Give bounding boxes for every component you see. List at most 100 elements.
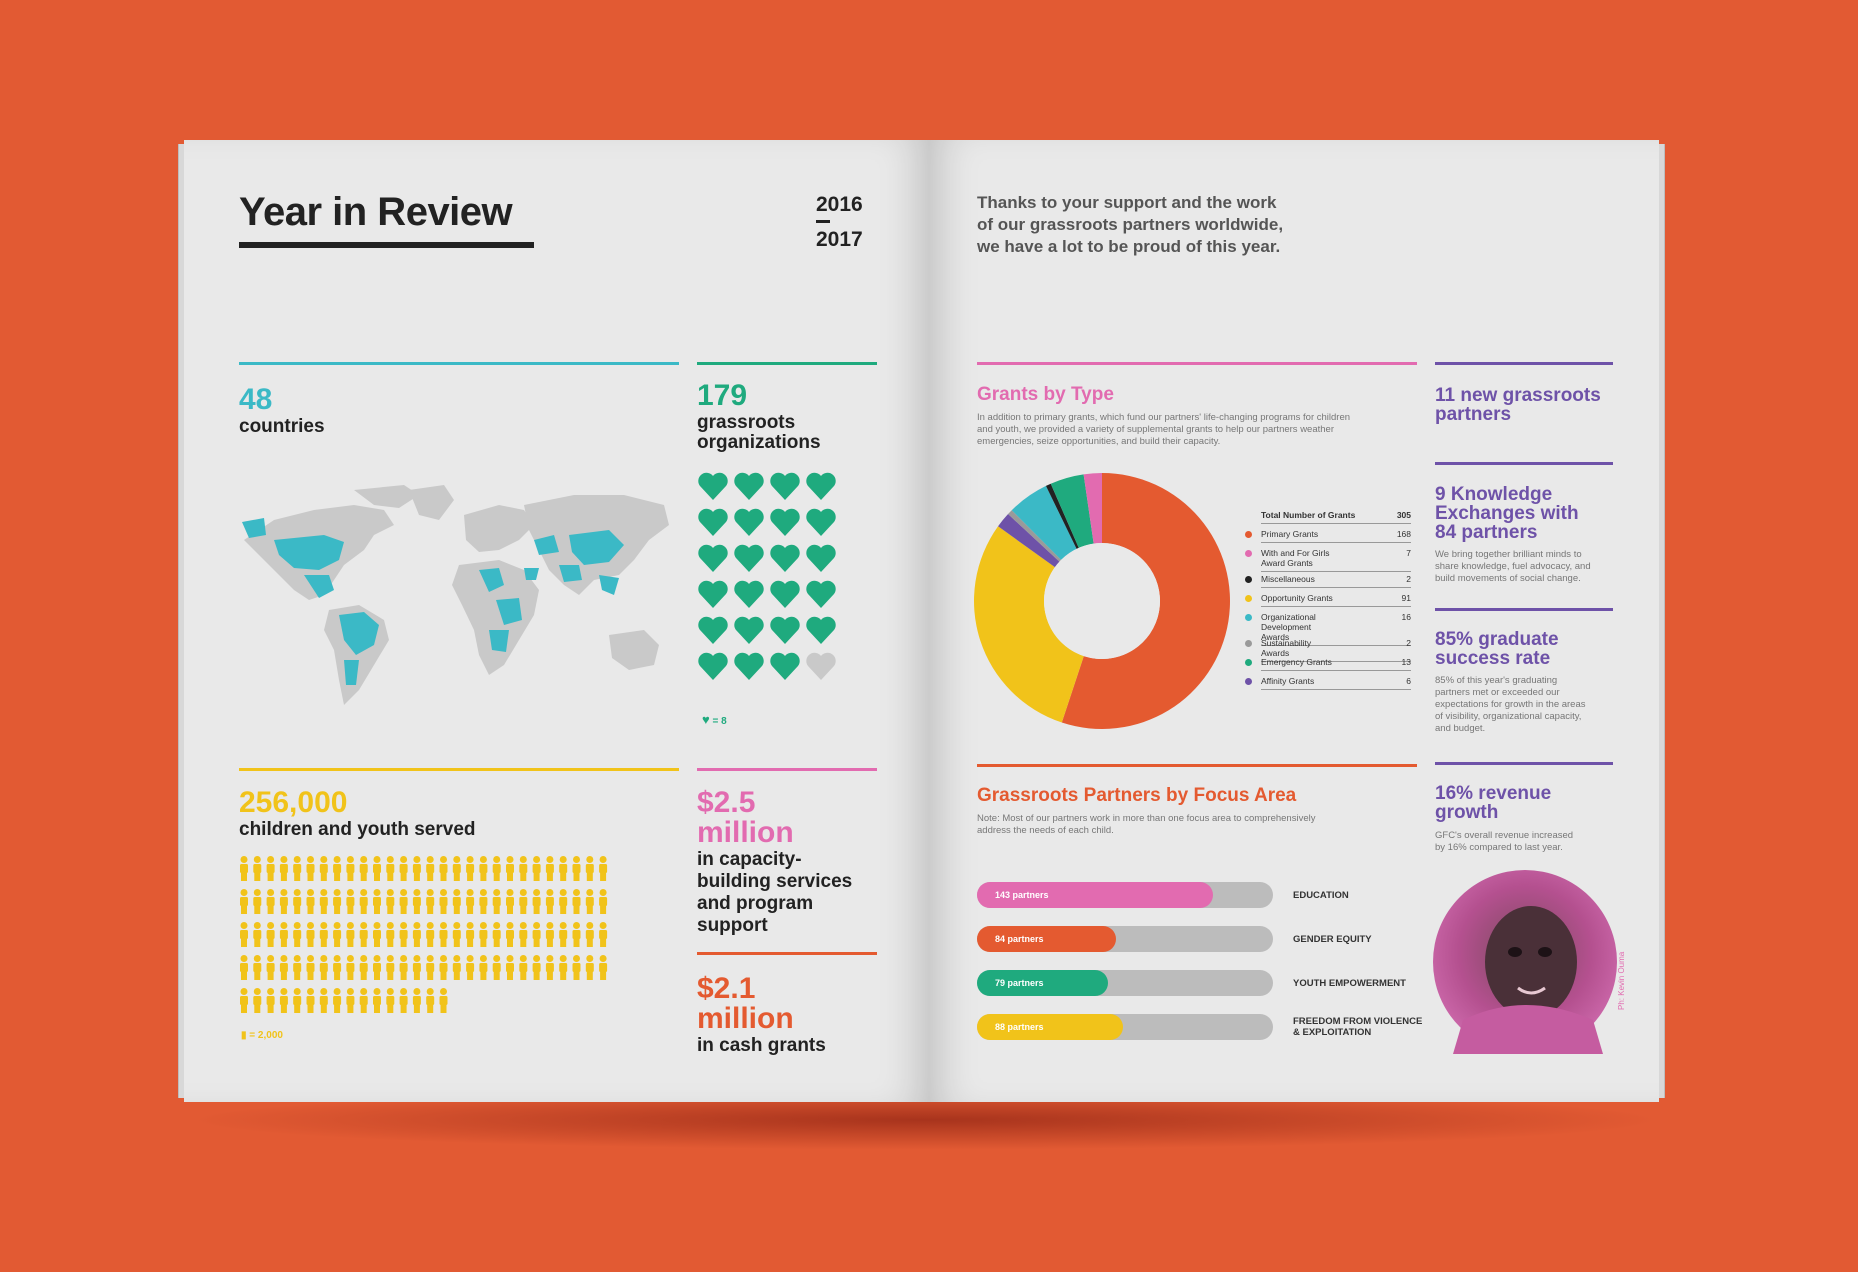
side-stat-graduate-success: 85% graduate success rate <box>1435 630 1559 668</box>
children-label: children and youth served <box>239 819 476 840</box>
side-rule-4 <box>1435 762 1613 765</box>
legend-value: 13 <box>1401 657 1411 667</box>
legend-value: 91 <box>1401 593 1411 603</box>
legend-row: Affinity Grants 6 <box>1245 676 1411 690</box>
person-icon <box>572 955 581 980</box>
legend-value: 7 <box>1406 548 1411 558</box>
page-edge-right <box>1656 144 1665 1098</box>
capacity-number: $2.5 <box>697 786 756 819</box>
focus-bar-fill: 88 partners <box>977 1014 1123 1040</box>
person-icon <box>426 955 435 980</box>
person-icon <box>306 955 315 980</box>
photo-credit: Ph: Kevin Ouma <box>1617 951 1626 1010</box>
focus-bar-value-label: 84 partners <box>995 934 1044 944</box>
heart-icon <box>770 616 800 644</box>
year-range: 2016 2017 <box>816 192 863 253</box>
orgs-label-line2: organizations <box>697 432 821 453</box>
side-2-title-line-3: 84 partners <box>1435 522 1538 543</box>
focus-bar-track: 79 partners <box>977 970 1273 996</box>
legend-label: Organizational Development Awards <box>1261 612 1316 642</box>
legend-swatch <box>1245 550 1252 557</box>
person-icon <box>333 856 342 881</box>
cash-label: in cash grants <box>697 1035 826 1056</box>
person-icon <box>585 955 594 980</box>
person-icon <box>479 955 488 980</box>
person-icon <box>559 922 568 947</box>
side-2-title-line-1: 9 Knowledge <box>1435 484 1553 505</box>
intro-line-1: Thanks to your support and the work <box>977 193 1277 212</box>
focus-bar-value-label: 79 partners <box>995 978 1044 988</box>
heart-icon <box>806 580 836 608</box>
heart-icon <box>806 508 836 536</box>
cash-number: $2.1 <box>697 972 756 1005</box>
person-icon <box>293 988 302 1013</box>
legend-row: Opportunity Grants 91 <box>1245 593 1411 607</box>
person-icon <box>266 856 275 881</box>
heart-icon <box>698 472 728 500</box>
person-icon <box>266 955 275 980</box>
person-icon <box>293 856 302 881</box>
side-3-title-line-2: success rate <box>1435 648 1551 669</box>
side-3-title-line-1: 85% graduate <box>1435 629 1559 650</box>
legend-value: 16 <box>1401 612 1411 622</box>
person-icon <box>492 922 501 947</box>
person-icon <box>426 922 435 947</box>
person-icon <box>545 922 554 947</box>
grants-desc-line-2: and youth, we provided a variety of supp… <box>977 424 1334 435</box>
person-icon <box>426 988 435 1013</box>
heart-legend-icon: ♥ <box>702 712 710 727</box>
person-icon <box>333 889 342 914</box>
person-icon <box>439 889 448 914</box>
person-icon <box>532 889 541 914</box>
person-icon <box>439 922 448 947</box>
grants-rule <box>977 362 1417 365</box>
person-icon <box>266 889 275 914</box>
person-icon <box>466 922 475 947</box>
legend-total-row: Total Number of Grants 305 <box>1261 510 1411 524</box>
heart-icon <box>770 580 800 608</box>
heart-icon <box>806 652 836 680</box>
donut-slice-organizational-development-awards <box>1011 485 1077 560</box>
person-icon <box>519 889 528 914</box>
person-icon <box>426 856 435 881</box>
heart-icon <box>698 652 728 680</box>
world-map-highlighted-countries <box>242 518 624 685</box>
person-icon <box>412 889 421 914</box>
side-2-body: We bring together brilliant minds to sha… <box>1435 549 1591 585</box>
left-page: Year in Review 2016 2017 48 countries <box>184 140 929 1102</box>
person-icon <box>306 988 315 1013</box>
person-icon <box>373 889 381 914</box>
person-icon <box>506 922 514 947</box>
person-icon <box>466 856 475 881</box>
heart-icon <box>734 580 764 608</box>
person-icon <box>545 955 554 980</box>
person-icon <box>426 889 435 914</box>
person-icon <box>333 922 342 947</box>
person-icon <box>572 889 581 914</box>
person-icon <box>599 889 608 914</box>
person-icon <box>519 955 528 980</box>
person-icon <box>466 955 475 980</box>
focus-bar-fill: 143 partners <box>977 882 1214 908</box>
person-icon <box>452 856 461 881</box>
person-icon <box>359 955 368 980</box>
focus-bar-track: 88 partners <box>977 1014 1273 1040</box>
person-icon <box>240 889 248 914</box>
focus-bar-category-label: YOUTH EMPOWERMENT <box>1293 978 1406 989</box>
person-icon <box>279 922 288 947</box>
legend-swatch <box>1245 531 1252 538</box>
intro-text: Thanks to your support and the work of o… <box>977 192 1283 258</box>
person-icon <box>585 856 594 881</box>
countries-number: 48 <box>239 383 273 416</box>
person-icon <box>253 955 262 980</box>
person-icon <box>492 889 501 914</box>
person-icon <box>585 922 594 947</box>
people-pictogram-grid <box>239 856 689 1016</box>
person-icon <box>479 856 488 881</box>
person-icon <box>306 856 315 881</box>
person-icon <box>532 955 541 980</box>
donut-slice-primary-grants <box>1061 473 1230 729</box>
person-icon <box>412 988 421 1013</box>
person-icon <box>240 922 248 947</box>
person-icon <box>506 955 514 980</box>
